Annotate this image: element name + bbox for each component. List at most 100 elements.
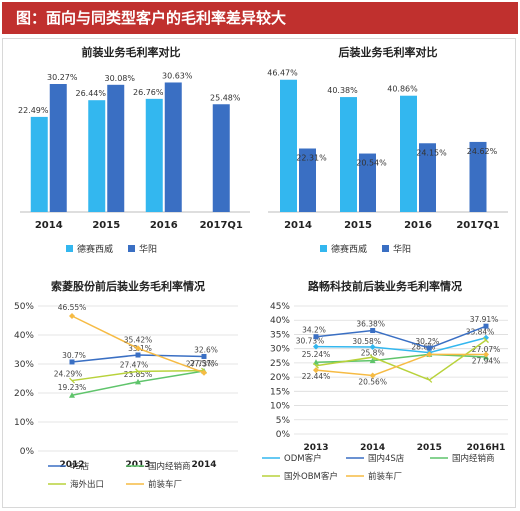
data-label: 20.54% bbox=[356, 159, 387, 168]
bar bbox=[419, 143, 436, 212]
x-tick-label: 2015 bbox=[92, 220, 120, 231]
series-line bbox=[315, 337, 487, 354]
series-line bbox=[315, 325, 487, 349]
data-point bbox=[201, 369, 207, 376]
legend-label: 国内经销商 bbox=[452, 453, 495, 464]
x-tick-label: 2012 bbox=[59, 460, 84, 470]
data-point bbox=[313, 334, 319, 340]
data-label: 30.73% bbox=[296, 337, 325, 346]
x-tick-label: 2017Q1 bbox=[456, 220, 499, 231]
data-point bbox=[135, 378, 141, 385]
data-label: 37.91% bbox=[470, 315, 499, 324]
data-point bbox=[69, 313, 75, 320]
data-point bbox=[69, 377, 75, 384]
data-label: 27.47% bbox=[120, 360, 149, 369]
y-tick-label: 15% bbox=[270, 387, 290, 397]
x-tick-label: 2016 bbox=[404, 220, 432, 231]
data-point bbox=[483, 351, 489, 358]
y-tick-label: 50% bbox=[14, 302, 34, 312]
bar bbox=[212, 104, 230, 212]
data-label: 30.58% bbox=[352, 337, 381, 346]
data-label: 25.8% bbox=[361, 349, 385, 358]
data-label: 40.38% bbox=[327, 86, 358, 95]
y-tick-label: 40% bbox=[270, 316, 290, 326]
data-label: 34.2% bbox=[302, 326, 326, 335]
bar bbox=[164, 82, 182, 213]
bar bbox=[469, 141, 487, 212]
data-label: 28.6% bbox=[411, 343, 435, 352]
legend-label: 4S店 bbox=[70, 461, 90, 472]
front-margin-bar-chart: 前装业务毛利率对比 22.49% 30.27% 2014 26.44% 30.08% 20… bbox=[6, 42, 256, 256]
y-tick-label: 40% bbox=[14, 331, 34, 341]
data-point bbox=[369, 354, 376, 361]
data-label: 33.84% bbox=[466, 328, 495, 337]
data-label: 46.47% bbox=[267, 69, 298, 78]
y-tick-label: 0% bbox=[276, 430, 291, 440]
data-label: 22.44% bbox=[302, 372, 331, 381]
data-label: 26.44% bbox=[75, 89, 106, 98]
y-tick-label: 25% bbox=[270, 359, 290, 369]
data-label: 24.62% bbox=[467, 147, 498, 156]
data-label: 27.57% bbox=[190, 359, 219, 368]
legend-label: 华阳 bbox=[393, 243, 411, 255]
bar bbox=[30, 116, 48, 212]
data-point bbox=[313, 367, 319, 374]
legend-label: 前装车厂 bbox=[148, 479, 182, 490]
data-point bbox=[201, 353, 207, 359]
data-label: 27.73% bbox=[186, 360, 215, 369]
x-tick-label: 2013 bbox=[303, 443, 328, 453]
data-label: 22.49% bbox=[18, 106, 49, 115]
chart-canvas: 0% 5% 10% 15% 20% 25% 30% 35% 40% 45% 2013 2014 2015… bbox=[262, 302, 508, 482]
data-point bbox=[483, 337, 489, 344]
data-label: 25.24% bbox=[302, 350, 331, 359]
data-label: 19.23% bbox=[58, 383, 87, 392]
data-label: 24.29% bbox=[54, 370, 83, 379]
data-point bbox=[313, 362, 319, 369]
roadrover-line-chart: 路畅科技前后装业务毛利率情况 0% 5% 10% 15% 20% 25% 30% 35% 40%… bbox=[254, 276, 516, 508]
bar bbox=[49, 84, 67, 212]
legend-label: 德赛西威 bbox=[77, 243, 113, 255]
y-tick-label: 30% bbox=[270, 345, 290, 355]
data-point bbox=[483, 334, 489, 341]
x-tick-label: 2017Q1 bbox=[200, 220, 243, 231]
x-tick-label: 2016 bbox=[150, 220, 178, 231]
soling-line-chart: 索菱股份前后装业务毛利率情况 0% 10% 20% 30% 40% 50% 2012 2013… bbox=[6, 276, 250, 508]
legend-swatch bbox=[128, 245, 135, 252]
chart-title: 前装业务毛利率对比 bbox=[81, 46, 181, 59]
data-point bbox=[135, 352, 141, 358]
data-point bbox=[369, 357, 376, 364]
legend-label: 国内经销商 bbox=[148, 461, 191, 472]
data-point bbox=[369, 372, 376, 379]
x-tick-label: 2014 bbox=[35, 220, 63, 231]
y-tick-label: 20% bbox=[270, 373, 290, 383]
legend-label: 前装车厂 bbox=[368, 471, 402, 482]
data-label: 35.42% bbox=[124, 335, 153, 344]
data-label: 36.38% bbox=[356, 320, 385, 329]
data-label: 46.55% bbox=[58, 303, 87, 312]
x-tick-label: 2014 bbox=[360, 443, 385, 453]
data-point bbox=[426, 376, 433, 383]
bar bbox=[107, 84, 125, 212]
figure-frame bbox=[2, 38, 516, 508]
y-tick-label: 0% bbox=[20, 447, 35, 457]
data-label: 30.27% bbox=[47, 73, 78, 82]
data-point bbox=[69, 392, 75, 398]
chart-title: 索菱股份前后装业务毛利率情况 bbox=[51, 280, 205, 293]
legend-label: 国内4S店 bbox=[368, 453, 405, 464]
data-label: 23.85% bbox=[124, 370, 153, 379]
data-point bbox=[483, 323, 489, 329]
legend-label: ODM客户 bbox=[284, 453, 322, 464]
series-line bbox=[315, 339, 487, 381]
data-label: 25.48% bbox=[210, 93, 241, 102]
y-tick-label: 20% bbox=[14, 389, 34, 399]
legend-swatch bbox=[320, 245, 327, 252]
data-label: 30.63% bbox=[162, 71, 193, 80]
chart-canvas: 22.49% 30.27% 2014 26.44% 30.08% 2015 26.76% 30… bbox=[18, 71, 250, 255]
chart-title: 后装业务毛利率对比 bbox=[338, 46, 438, 59]
legend-label: 德赛西威 bbox=[331, 243, 367, 255]
data-point bbox=[426, 345, 432, 351]
chart-canvas: 46.47% 22.31% 2014 40.38% 20.54% 2015 40.86% 24… bbox=[267, 69, 508, 255]
y-tick-label: 30% bbox=[14, 360, 34, 370]
data-point bbox=[369, 344, 376, 351]
legend-label: 华阳 bbox=[139, 243, 157, 255]
